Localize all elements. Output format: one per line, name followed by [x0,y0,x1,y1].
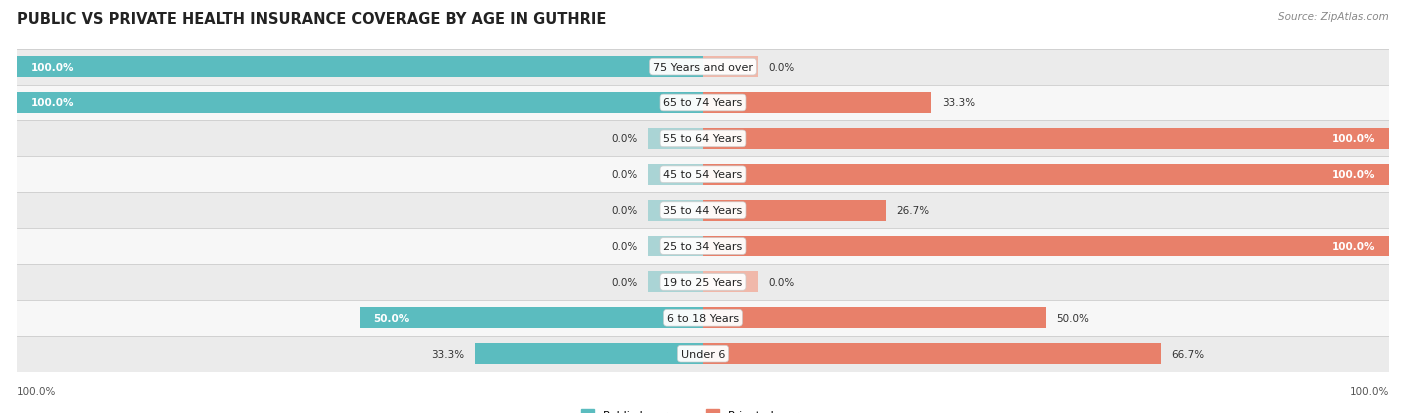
Text: 100.0%: 100.0% [1331,134,1375,144]
Bar [703,344,758,364]
Bar [17,157,1389,193]
Text: 0.0%: 0.0% [612,170,638,180]
Text: 0.0%: 0.0% [612,277,638,287]
Bar [648,236,703,257]
Text: 35 to 44 Years: 35 to 44 Years [664,206,742,216]
Bar [17,93,703,114]
Text: 55 to 64 Years: 55 to 64 Years [664,134,742,144]
Bar [17,300,1389,336]
Bar [703,93,932,114]
Text: 33.3%: 33.3% [432,349,464,359]
Bar [17,228,1389,264]
Bar [17,85,1389,121]
Bar [703,129,758,150]
Bar [648,164,703,185]
Text: 0.0%: 0.0% [768,277,794,287]
Bar [703,308,1046,328]
Text: Under 6: Under 6 [681,349,725,359]
Bar [703,200,758,221]
Text: 26.7%: 26.7% [897,206,929,216]
Bar [648,129,703,150]
Text: 25 to 34 Years: 25 to 34 Years [664,242,742,252]
Bar [703,308,758,328]
Text: 45 to 54 Years: 45 to 54 Years [664,170,742,180]
Text: 0.0%: 0.0% [768,62,794,72]
Bar [703,236,758,257]
Bar [703,164,1389,185]
Text: 33.3%: 33.3% [942,98,974,108]
Bar [648,200,703,221]
Bar [648,344,703,364]
Text: 0.0%: 0.0% [612,206,638,216]
Bar [17,264,1389,300]
Text: 66.7%: 66.7% [1171,349,1204,359]
Text: 0.0%: 0.0% [612,242,638,252]
Bar [648,272,703,292]
Bar [703,236,1389,257]
Bar [703,344,1160,364]
Text: 100.0%: 100.0% [1350,387,1389,396]
Text: 65 to 74 Years: 65 to 74 Years [664,98,742,108]
Text: 0.0%: 0.0% [612,134,638,144]
Text: 6 to 18 Years: 6 to 18 Years [666,313,740,323]
Text: 100.0%: 100.0% [1331,170,1375,180]
Text: 100.0%: 100.0% [31,98,75,108]
Bar [703,93,758,114]
Text: Source: ZipAtlas.com: Source: ZipAtlas.com [1278,12,1389,22]
Bar [648,57,703,78]
Bar [648,308,703,328]
Bar [474,344,703,364]
Bar [17,336,1389,372]
Text: 75 Years and over: 75 Years and over [652,62,754,72]
Bar [648,93,703,114]
Bar [703,164,758,185]
Text: 100.0%: 100.0% [31,62,75,72]
Text: 100.0%: 100.0% [1331,242,1375,252]
Bar [703,272,758,292]
Bar [17,193,1389,228]
Text: 19 to 25 Years: 19 to 25 Years [664,277,742,287]
Bar [360,308,703,328]
Bar [17,50,1389,85]
Text: 50.0%: 50.0% [374,313,411,323]
Text: 50.0%: 50.0% [1056,313,1090,323]
Bar [703,129,1389,150]
Bar [703,200,886,221]
Text: 100.0%: 100.0% [17,387,56,396]
Text: PUBLIC VS PRIVATE HEALTH INSURANCE COVERAGE BY AGE IN GUTHRIE: PUBLIC VS PRIVATE HEALTH INSURANCE COVER… [17,12,606,27]
Bar [17,121,1389,157]
Bar [703,57,758,78]
Bar [17,57,703,78]
Legend: Public Insurance, Private Insurance: Public Insurance, Private Insurance [576,405,830,413]
